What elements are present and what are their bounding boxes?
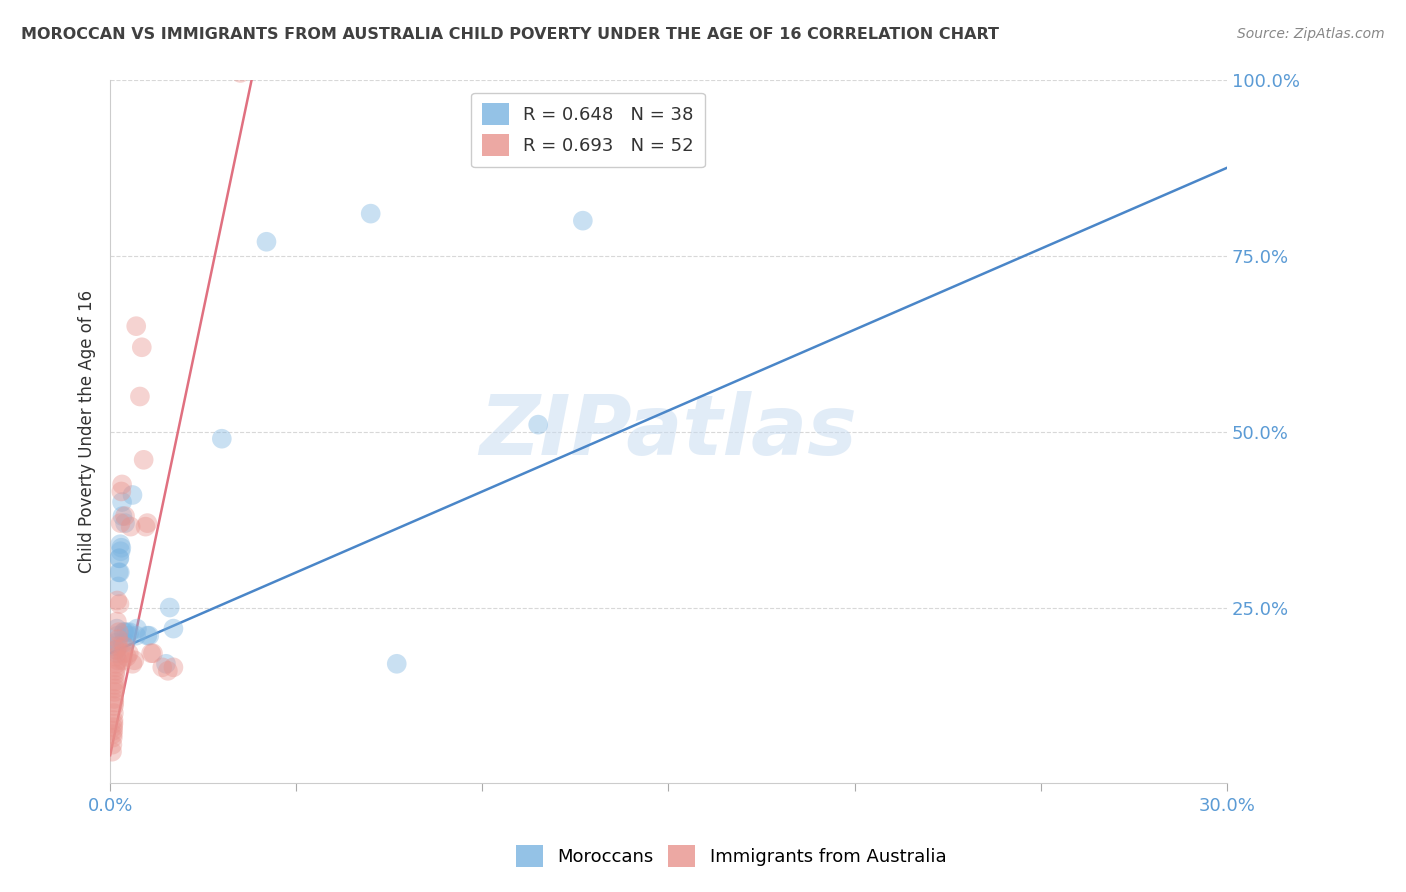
Legend: Moroccans, Immigrants from Australia: Moroccans, Immigrants from Australia bbox=[509, 838, 953, 874]
Point bbox=[104, 642, 127, 657]
Point bbox=[115, 625, 138, 640]
Point bbox=[111, 653, 134, 667]
Point bbox=[110, 516, 132, 530]
Point bbox=[104, 685, 127, 699]
Point bbox=[112, 639, 135, 653]
Point bbox=[118, 646, 141, 660]
Point bbox=[110, 541, 132, 555]
Point bbox=[118, 625, 141, 640]
Point bbox=[107, 632, 129, 647]
Point bbox=[129, 390, 152, 404]
Point bbox=[104, 681, 127, 696]
Point bbox=[101, 723, 124, 738]
Point bbox=[156, 664, 179, 678]
Point bbox=[103, 698, 125, 713]
Point bbox=[105, 593, 128, 607]
Point bbox=[105, 636, 128, 650]
Point bbox=[107, 579, 129, 593]
Point bbox=[110, 484, 132, 499]
Point bbox=[107, 625, 129, 640]
Point bbox=[360, 206, 382, 220]
Point bbox=[115, 649, 138, 664]
Point bbox=[136, 629, 159, 643]
Point bbox=[103, 716, 125, 731]
Point bbox=[142, 646, 165, 660]
Point bbox=[131, 340, 153, 354]
Point bbox=[107, 566, 129, 580]
Point bbox=[101, 745, 124, 759]
Point bbox=[112, 636, 135, 650]
Point bbox=[385, 657, 408, 671]
Point bbox=[101, 731, 124, 745]
Point bbox=[111, 477, 134, 491]
Point bbox=[107, 629, 129, 643]
Point bbox=[103, 713, 125, 727]
Point bbox=[105, 649, 128, 664]
Point bbox=[107, 639, 129, 653]
Point bbox=[104, 678, 127, 692]
Point bbox=[105, 615, 128, 629]
Point bbox=[107, 653, 129, 667]
Point bbox=[108, 551, 131, 566]
Point bbox=[114, 516, 136, 530]
Point bbox=[101, 720, 124, 734]
Text: Source: ZipAtlas.com: Source: ZipAtlas.com bbox=[1237, 27, 1385, 41]
Point bbox=[136, 516, 159, 530]
Point bbox=[120, 519, 142, 533]
Point bbox=[103, 696, 125, 710]
Point bbox=[101, 727, 124, 741]
Point bbox=[104, 667, 127, 681]
Legend: R = 0.648   N = 38, R = 0.693   N = 52: R = 0.648 N = 38, R = 0.693 N = 52 bbox=[471, 93, 704, 168]
Point bbox=[114, 636, 136, 650]
Point bbox=[108, 566, 131, 580]
Point bbox=[527, 417, 550, 432]
Point bbox=[104, 674, 127, 689]
Point bbox=[112, 646, 135, 660]
Point bbox=[125, 622, 148, 636]
Point bbox=[159, 600, 181, 615]
Point bbox=[101, 738, 124, 752]
Point bbox=[111, 495, 134, 509]
Point bbox=[155, 657, 177, 671]
Y-axis label: Child Poverty Under the Age of 16: Child Poverty Under the Age of 16 bbox=[79, 290, 96, 574]
Point bbox=[121, 657, 143, 671]
Point bbox=[211, 432, 233, 446]
Point bbox=[101, 639, 124, 653]
Point bbox=[125, 629, 148, 643]
Point bbox=[572, 213, 595, 227]
Point bbox=[139, 646, 162, 660]
Point bbox=[105, 646, 128, 660]
Point bbox=[138, 629, 160, 643]
Point bbox=[108, 537, 131, 551]
Point bbox=[121, 488, 143, 502]
Point bbox=[125, 319, 148, 334]
Point bbox=[103, 706, 125, 720]
Point bbox=[105, 622, 128, 636]
Point bbox=[256, 235, 278, 249]
Point bbox=[104, 660, 127, 674]
Point bbox=[118, 629, 141, 643]
Text: ZIPatlas: ZIPatlas bbox=[479, 392, 858, 472]
Point bbox=[112, 625, 135, 640]
Point bbox=[229, 66, 252, 80]
Point bbox=[132, 452, 155, 467]
Point bbox=[162, 660, 184, 674]
Point bbox=[111, 509, 134, 524]
Point bbox=[103, 692, 125, 706]
Point bbox=[114, 509, 136, 524]
Point bbox=[124, 653, 146, 667]
Point bbox=[108, 551, 131, 566]
Point bbox=[162, 622, 184, 636]
Point bbox=[150, 660, 173, 674]
Point bbox=[105, 657, 128, 671]
Point bbox=[105, 642, 128, 657]
Point bbox=[104, 664, 127, 678]
Point bbox=[108, 597, 131, 611]
Point bbox=[110, 544, 132, 558]
Point bbox=[134, 519, 156, 533]
Point bbox=[112, 625, 135, 640]
Text: MOROCCAN VS IMMIGRANTS FROM AUSTRALIA CHILD POVERTY UNDER THE AGE OF 16 CORRELAT: MOROCCAN VS IMMIGRANTS FROM AUSTRALIA CH… bbox=[21, 27, 1000, 42]
